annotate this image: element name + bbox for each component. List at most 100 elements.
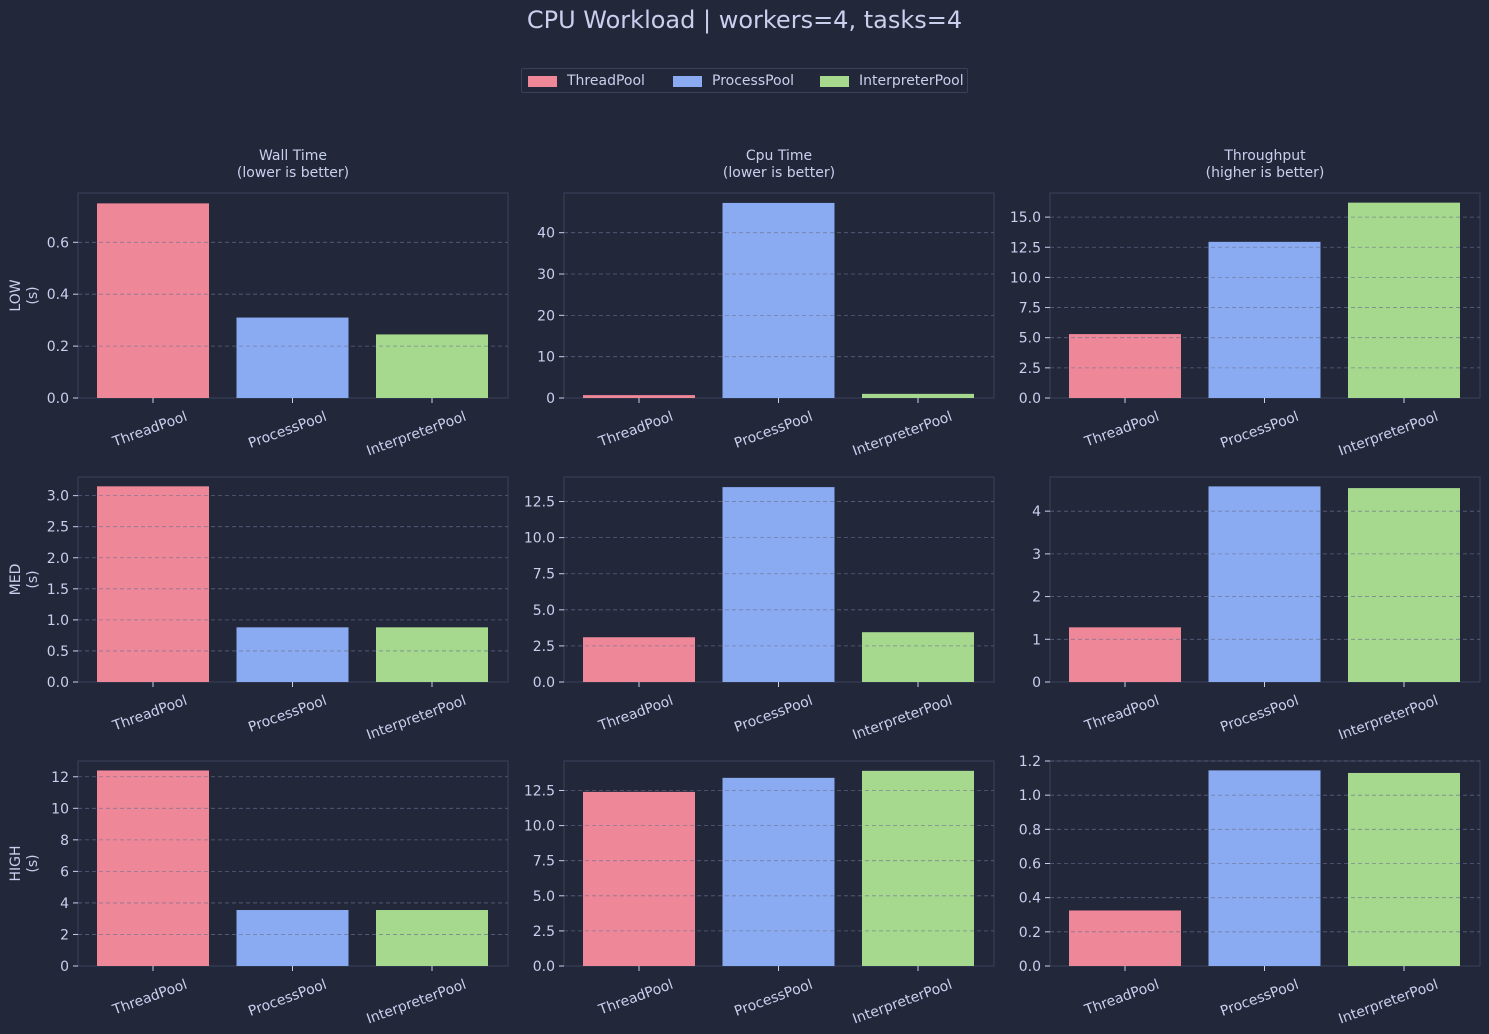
column-subtitle-cpu-time: (lower is better)	[723, 165, 835, 181]
y-tick-label: 2.0	[47, 551, 69, 567]
y-tick-label: 7.5	[1019, 301, 1041, 317]
column-title-throughput: Throughput	[1223, 148, 1306, 164]
y-tick-label: 2	[60, 927, 69, 943]
x-tick-label-threadpool: ThreadPool	[110, 409, 190, 451]
panel-med-wall-time: 0.0 0.5 1.0 1.5 2.0 2.5 3.0 ThreadPool ProcessPo…	[47, 476, 509, 744]
bar-threadpool	[1069, 627, 1181, 682]
panel-low-wall-time: 0.0 0.2 0.4 0.6 ThreadPool ProcessPool Interpr…	[47, 192, 509, 460]
y-tick-label: 2	[1032, 590, 1041, 606]
bar-threadpool	[97, 770, 209, 966]
x-tick-label-threadpool: ThreadPool	[110, 977, 190, 1019]
bar-processpool	[236, 317, 349, 398]
y-tick-label: 4	[1032, 504, 1041, 520]
x-tick-label-threadpool: ThreadPool	[110, 693, 190, 735]
bar-threadpool	[1069, 334, 1181, 398]
x-tick-label-processpool: ProcessPool	[246, 693, 329, 736]
x-tick-label-interpreterpool: InterpreterPool	[851, 693, 955, 744]
y-tick-label: 6	[60, 864, 69, 880]
panel-low-cpu-time: 0 10 20 30 40 ThreadPool ProcessPool Interprete…	[537, 192, 995, 460]
legend-swatch-threadpool	[528, 76, 557, 87]
bar-threadpool	[97, 203, 209, 398]
legend-label-processpool: ProcessPool	[712, 73, 795, 89]
row-label-med: MED (s)	[8, 564, 41, 596]
y-tick-label: 12.5	[524, 495, 555, 511]
row-label-high: HIGH (s)	[8, 845, 41, 881]
x-tick-label-processpool: ProcessPool	[246, 409, 329, 452]
x-tick-label-threadpool: ThreadPool	[596, 977, 676, 1019]
y-tick-label: 8	[60, 833, 69, 849]
row-label-text-med: MED	[8, 564, 24, 596]
x-tick-label-threadpool: ThreadPool	[596, 409, 676, 451]
legend-label-threadpool: ThreadPool	[567, 73, 645, 89]
y-tick-label: 0.0	[1019, 959, 1041, 975]
bar-threadpool	[583, 637, 695, 682]
y-tick-label: 40	[537, 226, 555, 242]
panel-med-cpu-time: 0.0 2.5 5.0 7.5 10.0 12.5 ThreadPool ProcessPoo…	[524, 476, 995, 744]
y-tick-label: 0.0	[47, 391, 69, 407]
y-tick-label: 4	[60, 896, 69, 912]
bar-interpreterpool	[862, 770, 974, 966]
y-tick-label: 12.5	[524, 783, 555, 799]
y-tick-label: 0.0	[47, 675, 69, 691]
y-tick-label: 0.0	[533, 959, 555, 975]
x-tick-label-processpool: ProcessPool	[732, 409, 815, 452]
y-tick-label: 5.0	[533, 603, 555, 619]
y-tick-label: 10.0	[524, 819, 555, 835]
bar-processpool	[236, 910, 349, 966]
y-tick-label: 10.0	[1010, 270, 1041, 286]
bar-interpreterpool	[1348, 772, 1460, 966]
row-label-low: LOW (s)	[8, 279, 41, 311]
y-tick-label: 10	[51, 801, 69, 817]
y-tick-label: 0.5	[47, 644, 69, 660]
y-tick-label: 20	[537, 308, 555, 324]
row-label-text-low: LOW	[8, 279, 24, 311]
bar-processpool	[236, 627, 349, 682]
y-tick-label: 0.6	[1019, 857, 1041, 873]
x-tick-label-processpool: ProcessPool	[1218, 409, 1301, 452]
column-subtitle-throughput: (higher is better)	[1206, 165, 1325, 181]
legend: ThreadPool ProcessPool InterpreterPool	[521, 68, 968, 93]
row-label-text-high: HIGH	[8, 845, 24, 881]
y-tick-label: 12.5	[1010, 240, 1041, 256]
y-tick-label: 0.2	[1019, 925, 1041, 941]
bar-processpool	[722, 777, 835, 966]
x-tick-label-interpreterpool: InterpreterPool	[1337, 977, 1441, 1028]
y-tick-label: 1.5	[47, 582, 69, 598]
bar-threadpool	[583, 791, 695, 966]
bar-interpreterpool	[376, 910, 488, 966]
y-tick-label: 10	[537, 350, 555, 366]
column-title-cpu-time: Cpu Time	[746, 148, 812, 164]
figure-title: CPU Workload | workers=4, tasks=4	[526, 6, 963, 34]
y-tick-label: 7.5	[533, 567, 555, 583]
bar-interpreterpool	[1348, 202, 1460, 398]
x-tick-label-interpreterpool: InterpreterPool	[365, 977, 469, 1028]
bar-threadpool	[1069, 910, 1181, 966]
panel-med-throughput: 0 1 2 3 4 ThreadPool ProcessPool InterpreterPoo…	[1032, 476, 1481, 744]
bar-interpreterpool	[862, 632, 974, 682]
y-tick-label: 0.4	[1019, 891, 1041, 907]
bar-processpool	[1208, 770, 1321, 966]
y-tick-label: 1	[1032, 632, 1041, 648]
y-tick-label: 30	[537, 267, 555, 283]
x-tick-label-threadpool: ThreadPool	[1082, 409, 1162, 451]
y-tick-label: 2.5	[47, 520, 69, 536]
bar-interpreterpool	[862, 393, 974, 398]
y-tick-label: 3.0	[47, 489, 69, 505]
x-tick-label-interpreterpool: InterpreterPool	[365, 409, 469, 460]
bar-threadpool	[583, 395, 695, 398]
legend-label-interpreterpool: InterpreterPool	[859, 73, 964, 89]
bar-processpool	[1208, 241, 1321, 398]
x-tick-label-interpreterpool: InterpreterPool	[1337, 693, 1441, 744]
legend-swatch-interpreterpool	[820, 76, 849, 87]
y-tick-label: 0	[60, 959, 69, 975]
row-unit-high: (s)	[25, 854, 41, 872]
y-tick-label: 2.5	[1019, 361, 1041, 377]
x-tick-label-interpreterpool: InterpreterPool	[1337, 409, 1441, 460]
x-tick-label-threadpool: ThreadPool	[1082, 693, 1162, 735]
y-tick-label: 12	[51, 770, 69, 786]
row-unit-low: (s)	[25, 286, 41, 304]
y-tick-label: 3	[1032, 547, 1041, 563]
column-subtitle-wall-time: (lower is better)	[237, 165, 349, 181]
